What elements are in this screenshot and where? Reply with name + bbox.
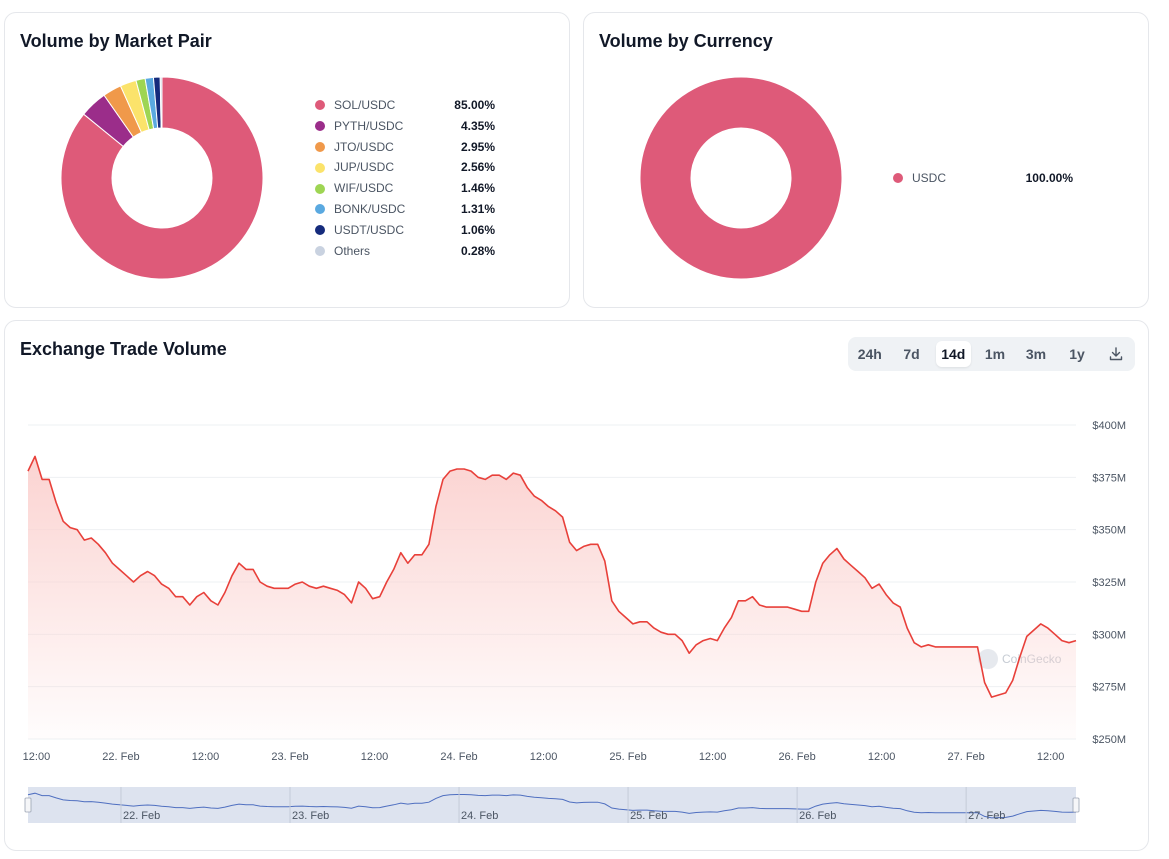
legend-item[interactable]: JTO/USDC 2.95% (315, 137, 495, 158)
navigator-tick-label: 24. Feb (461, 810, 498, 822)
exchange-trade-volume-card: Exchange Trade Volume 24h 7d 14d 1m 3m 1… (4, 320, 1149, 851)
legend-color-dot (315, 100, 325, 111)
range-7d-button[interactable]: 7d (903, 346, 920, 362)
legend-label: PYTH/USDC (334, 118, 404, 133)
navigator-tick-label: 26. Feb (799, 810, 836, 822)
legend-color-dot (315, 121, 325, 132)
range-3m-button[interactable]: 3m (1025, 346, 1047, 362)
x-tick-label: 12:00 (1037, 751, 1065, 763)
legend-item[interactable]: USDT/USDC 1.06% (315, 220, 495, 241)
y-tick-label: $325M (1092, 577, 1126, 589)
legend-label: SOL/USDC (334, 98, 396, 112)
legend-label: BONK/USDC (334, 201, 406, 216)
y-tick-label: $300M (1092, 629, 1126, 641)
x-tick-label: 22. Feb (102, 751, 139, 763)
currency-donut-chart[interactable] (639, 76, 843, 280)
x-tick-label: 26. Feb (778, 751, 815, 763)
legend-value: 100.00% (1025, 171, 1073, 185)
navigator-tick-label: 23. Feb (292, 810, 329, 822)
x-tick-label: 25. Feb (609, 751, 646, 763)
legend-color-dot (315, 225, 325, 236)
x-tick-label: 12:00 (868, 751, 896, 763)
exchange-trade-volume-chart[interactable]: $400M $375M $350M $325M $300M $275M $250M 12:00… (5, 321, 1150, 852)
legend-value: 0.28% (460, 243, 495, 258)
x-tick-label: 12:00 (23, 751, 51, 763)
y-tick-label: $400M (1092, 420, 1126, 432)
card-title: Volume by Currency (599, 31, 773, 51)
legend-color-dot (315, 162, 325, 173)
y-tick-label: $350M (1092, 525, 1126, 537)
card-title: Exchange Trade Volume (20, 339, 227, 359)
x-tick-label: 12:00 (699, 751, 727, 763)
coingecko-logo-icon (978, 649, 998, 669)
range-1y-button[interactable]: 1y (1069, 346, 1085, 362)
volume-series-line[interactable] (27, 455, 1077, 698)
legend-label: Others (334, 243, 371, 258)
legend-item[interactable]: SOL/USDC 85.00% (315, 95, 495, 116)
x-tick-label: 24. Feb (440, 751, 477, 763)
x-tick-label: 23. Feb (271, 751, 308, 763)
donut-slice-others[interactable] (159, 76, 163, 129)
range-14d-button[interactable]: 14d (935, 341, 971, 367)
y-tick-label: $275M (1092, 682, 1126, 694)
time-range-selector: 24h 7d 14d 1m 3m 1y (848, 337, 1135, 371)
navigator-tick-label: 25. Feb (630, 810, 667, 822)
legend-label: USDC (912, 171, 947, 185)
legend-value: 85.00% (454, 98, 495, 112)
legend-value: 1.46% (460, 181, 495, 196)
x-tick-label: 27. Feb (947, 751, 984, 763)
legend-item[interactable]: PYTH/USDC 4.35% (315, 116, 495, 137)
donut-slice-usdc[interactable] (639, 76, 843, 280)
legend-value: 4.35% (460, 118, 495, 133)
legend-color-dot (315, 183, 325, 194)
legend-item[interactable]: JUP/USDC 2.56% (315, 157, 495, 178)
legend-color-dot (315, 245, 325, 256)
legend-item[interactable]: Others 0.28% (315, 241, 495, 262)
navigator-tick-label: 27. Feb (968, 810, 1005, 822)
legend-label: WIF/USDC (334, 181, 394, 196)
navigator-series-line (27, 792, 1077, 819)
navigator-selection[interactable] (28, 787, 1076, 823)
y-tick-label: $250M (1092, 734, 1126, 746)
navigator-tick-label: 22. Feb (123, 810, 160, 822)
legend-label: JTO/USDC (334, 139, 394, 154)
y-tick-label: $375M (1092, 472, 1126, 484)
legend-value: 1.06% (460, 222, 495, 237)
legend-color-dot (893, 173, 903, 184)
x-tick-label: 12:00 (530, 751, 558, 763)
volume-by-market-pair-card: Volume by Market Pair SOL/USDC 85.00% PYTH… (4, 12, 570, 308)
x-tick-label: 12:00 (192, 751, 220, 763)
x-tick-label: 12:00 (361, 751, 389, 763)
legend-value: 1.31% (460, 201, 495, 216)
legend-item[interactable]: WIF/USDC 1.46% (315, 178, 495, 199)
donut-slice-sol-usdc[interactable] (60, 76, 264, 280)
range-24h-button[interactable]: 24h (857, 346, 882, 362)
card-title: Volume by Market Pair (20, 31, 212, 51)
legend-item[interactable]: USDC 100.00% (893, 168, 1073, 189)
navigator-left-handle[interactable] (24, 797, 32, 813)
currency-legend: USDC 100.00% (893, 168, 1073, 189)
navigator-right-handle[interactable] (1072, 797, 1080, 813)
legend-item[interactable]: BONK/USDC 1.31% (315, 199, 495, 220)
legend-label: USDT/USDC (334, 222, 405, 237)
volume-area-fill (28, 456, 1076, 739)
market-pair-legend: SOL/USDC 85.00% PYTH/USDC 4.35% JTO/USDC 2.95… (315, 95, 495, 261)
legend-value: 2.56% (460, 160, 495, 175)
download-button[interactable] (1101, 341, 1131, 367)
legend-color-dot (315, 141, 325, 152)
range-1m-button[interactable]: 1m (984, 346, 1006, 362)
legend-label: JUP/USDC (334, 160, 395, 175)
legend-value: 2.95% (460, 139, 495, 154)
volume-by-currency-card: Volume by Currency USDC 100.00% (583, 12, 1149, 308)
legend-color-dot (315, 204, 325, 215)
market-pair-donut-chart[interactable] (60, 76, 264, 280)
download-icon (1109, 347, 1123, 361)
